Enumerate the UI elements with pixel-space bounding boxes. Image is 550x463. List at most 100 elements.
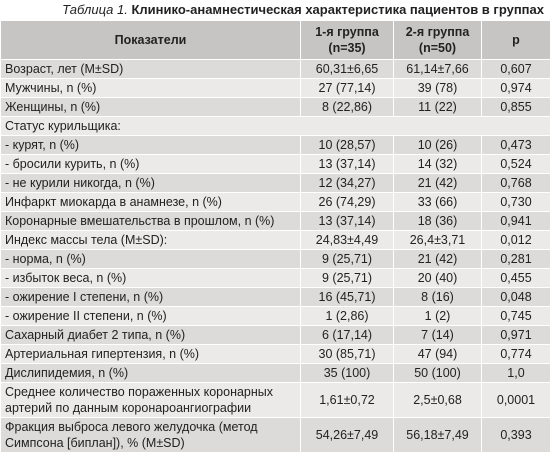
label-cell: - норма, n (%) — [0, 249, 301, 269]
label-cell: Артериальная гипертензия, n (%) — [0, 344, 301, 364]
header-cell: 2-я группа (n=50) — [393, 20, 482, 60]
value-cell: 61,14±7,66 — [393, 59, 482, 79]
value-cell: 20 (40) — [393, 268, 482, 288]
value-cell: 0,855 — [481, 97, 550, 117]
table-row: Коронарные вмешательства в прошлом, n (%… — [0, 211, 550, 231]
table-row: - бросили курить, n (%) 13 (37,14) 14 (32)… — [0, 154, 550, 174]
header-text: Показатели — [114, 33, 187, 47]
value-cell: 8 (16) — [393, 287, 482, 307]
value-cell: 9 (25,71) — [300, 249, 394, 269]
value-cell: 54,26±7,49 — [300, 417, 394, 453]
label-cell: Фракция выброса левого желудочка (метод … — [0, 417, 301, 453]
table-row: - курят, n (%) 10 (28,57) 10 (26) 0,473 — [0, 135, 550, 155]
value-cell: 10 (28,57) — [300, 135, 394, 155]
table-row: Фракция выброса левого желудочка (метод … — [0, 417, 550, 453]
value-cell: 35 (100) — [300, 363, 394, 383]
value-cell: 16 (45,71) — [300, 287, 394, 307]
value-cell: 0,768 — [481, 173, 550, 193]
table-row: Статус курильщика: — [0, 116, 550, 136]
table-row: Сахарный диабет 2 типа, n (%) 6 (17,14) 7 … — [0, 325, 550, 345]
table-row: - не курили никогда, n (%) 12 (34,27) 21 (… — [0, 173, 550, 193]
label-cell: - ожирение I степени, n (%) — [0, 287, 301, 307]
value-cell: 13 (37,14) — [300, 211, 394, 231]
value-cell: 27 (77,14) — [300, 78, 394, 98]
value-cell: 0,048 — [481, 287, 550, 307]
label-cell: - не курили никогда, n (%) — [0, 173, 301, 193]
value-cell: 9 (25,71) — [300, 268, 394, 288]
table-row: Артериальная гипертензия, n (%) 30 (85,71… — [0, 344, 550, 364]
table-row: Дислипидемия, n (%) 35 (100) 50 (100) 1,0 — [0, 363, 550, 383]
value-cell: 21 (42) — [393, 173, 482, 193]
value-cell: 26 (74,29) — [300, 192, 394, 212]
header-text: p — [512, 33, 520, 47]
header-row: Показатели 1-я группа (n=35) 2-я группа (n=5… — [0, 20, 550, 60]
label-cell: - избыток веса, n (%) — [0, 268, 301, 288]
value-cell: 1 (2) — [393, 306, 482, 326]
value-cell: 47 (94) — [393, 344, 482, 364]
label-cell: Сахарный диабет 2 типа, n (%) — [0, 325, 301, 345]
data-table: Показатели 1-я группа (n=35) 2-я группа (n=5… — [0, 20, 550, 453]
table-row: Инфаркт миокарда в анамнезе, n (%) 26 (74… — [0, 192, 550, 212]
value-cell: 0,0001 — [481, 382, 550, 418]
value-cell: 0,524 — [481, 154, 550, 174]
value-cell: 12 (34,27) — [300, 173, 394, 193]
value-cell: 56,18±7,49 — [393, 417, 482, 453]
value-cell: 30 (85,71) — [300, 344, 394, 364]
value-cell: 0,393 — [481, 417, 550, 453]
caption-title: Клинико-анамнестическая характеристика п… — [131, 2, 544, 17]
caption: Таблица 1. Клинико-анамнестическая харак… — [0, 0, 550, 20]
label-cell: Статус курильщика: — [0, 116, 550, 136]
label-cell: - бросили курить, n (%) — [0, 154, 301, 174]
table-row: - норма, n (%) 9 (25,71) 21 (42) 0,281 — [0, 249, 550, 269]
value-cell: 0,745 — [481, 306, 550, 326]
table-row: Мужчины, n (%) 27 (77,14) 39 (78) 0,974 — [0, 78, 550, 98]
value-cell: 0,971 — [481, 325, 550, 345]
value-cell: 0,281 — [481, 249, 550, 269]
label-cell: Среднее количество пораженных коронарных… — [0, 382, 301, 418]
header-text: (n=50) — [418, 41, 457, 55]
table-row: Женщины, n (%) 8 (22,86) 11 (22) 0,855 — [0, 97, 550, 117]
value-cell: 6 (17,14) — [300, 325, 394, 345]
label-cell: Коронарные вмешательства в прошлом, n (%… — [0, 211, 301, 231]
value-cell: 60,31±6,65 — [300, 59, 394, 79]
value-cell: 1 (2,86) — [300, 306, 394, 326]
label-cell: Индекс массы тела (M±SD): — [0, 230, 301, 250]
value-cell: 0,607 — [481, 59, 550, 79]
value-cell: 0,455 — [481, 268, 550, 288]
value-cell: 8 (22,86) — [300, 97, 394, 117]
value-cell: 11 (22) — [393, 97, 482, 117]
label-cell: Женщины, n (%) — [0, 97, 301, 117]
label-cell: Возраст, лет (M±SD) — [0, 59, 301, 79]
value-cell: 0,012 — [481, 230, 550, 250]
value-cell: 39 (78) — [393, 78, 482, 98]
value-cell: 21 (42) — [393, 249, 482, 269]
value-cell: 0,941 — [481, 211, 550, 231]
value-cell: 14 (32) — [393, 154, 482, 174]
value-cell: 0,473 — [481, 135, 550, 155]
value-cell: 1,61±0,72 — [300, 382, 394, 418]
value-cell: 13 (37,14) — [300, 154, 394, 174]
table-row: Индекс массы тела (M±SD): 24,83±4,49 26,4±… — [0, 230, 550, 250]
header-cell: Показатели — [0, 20, 301, 60]
header-text: 2-я группа — [405, 25, 470, 39]
value-cell: 2,5±0,68 — [393, 382, 482, 418]
label-cell: Мужчины, n (%) — [0, 78, 301, 98]
label-cell: - ожирение II степени, n (%) — [0, 306, 301, 326]
value-cell: 0,730 — [481, 192, 550, 212]
value-cell: 26,4±3,71 — [393, 230, 482, 250]
caption-label: Таблица 1. — [62, 2, 128, 17]
table-row: - избыток веса, n (%) 9 (25,71) 20 (40) 0,4… — [0, 268, 550, 288]
table-row: - ожирение I степени, n (%) 16 (45,71) 8 (… — [0, 287, 550, 307]
table-row: Среднее количество пораженных коронарных… — [0, 382, 550, 418]
value-cell: 0,774 — [481, 344, 550, 364]
value-cell: 24,83±4,49 — [300, 230, 394, 250]
value-cell: 50 (100) — [393, 363, 482, 383]
header-cell: 1-я группа (n=35) — [300, 20, 394, 60]
header-cell: p — [481, 20, 550, 60]
value-cell: 33 (66) — [393, 192, 482, 212]
label-cell: Инфаркт миокарда в анамнезе, n (%) — [0, 192, 301, 212]
value-cell: 18 (36) — [393, 211, 482, 231]
table-row: - ожирение II степени, n (%) 1 (2,86) 1 (2… — [0, 306, 550, 326]
table-row: Возраст, лет (M±SD) 60,31±6,65 61,14±7,66 0… — [0, 59, 550, 79]
